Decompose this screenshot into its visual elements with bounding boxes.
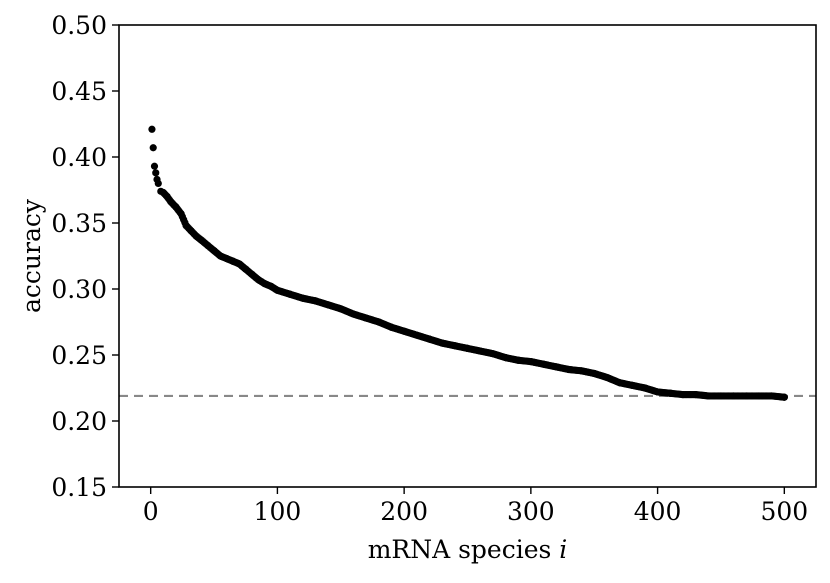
data-point <box>152 169 160 177</box>
x-axis-ticks: 0 100 200 300 400 500 <box>143 487 808 526</box>
data-point <box>148 125 156 133</box>
x-tick-label: 200 <box>380 497 428 526</box>
data-point <box>780 393 788 401</box>
y-tick-label: 0.50 <box>51 11 107 40</box>
x-tick-label: 0 <box>143 497 159 526</box>
x-axis-label: mRNA species i <box>368 535 568 564</box>
data-point <box>154 179 162 187</box>
data-point <box>149 144 157 152</box>
y-tick-label: 0.25 <box>51 341 107 370</box>
y-tick-label: 0.35 <box>51 209 107 238</box>
y-tick-label: 0.20 <box>51 407 107 436</box>
x-axis-label-text: mRNA species <box>368 535 552 564</box>
x-axis-label-variable: i <box>559 535 567 564</box>
y-tick-label: 0.30 <box>51 275 107 304</box>
y-axis-label: accuracy <box>17 198 46 313</box>
plot-frame <box>118 24 817 488</box>
y-tick-label: 0.15 <box>51 473 107 502</box>
data-point <box>150 162 159 170</box>
x-tick-label: 100 <box>254 497 302 526</box>
x-tick-label: 300 <box>507 497 555 526</box>
y-tick-label: 0.45 <box>51 77 107 106</box>
y-tick-label: 0.40 <box>51 143 107 172</box>
points-layer <box>148 125 788 401</box>
y-axis-ticks: 0.15 0.20 0.25 0.30 0.35 0.40 0.45 0.50 <box>51 11 119 502</box>
x-tick-label: 400 <box>634 497 682 526</box>
x-tick-label: 500 <box>760 497 808 526</box>
